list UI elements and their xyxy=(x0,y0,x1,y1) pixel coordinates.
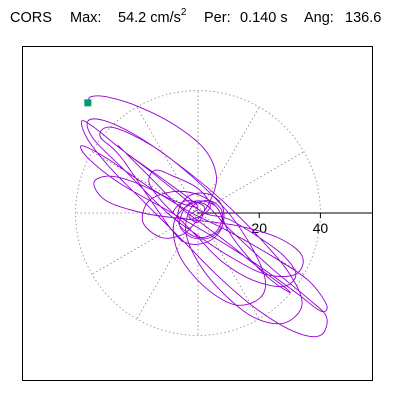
angle-label: Ang: xyxy=(304,10,334,26)
angle-value: 136.6 xyxy=(345,10,382,26)
polar-grid-spoke xyxy=(197,106,260,214)
chart-header: CORS Max: 54.2 cm/s2 Per: 0.140 s Ang: 1… xyxy=(0,7,400,34)
max-value: 54.2 cm/s2 xyxy=(118,7,187,27)
plot-frame xyxy=(22,46,373,381)
max-value-text: 54.2 cm/s xyxy=(118,10,181,26)
period-value: 0.140 s xyxy=(240,10,288,26)
marker-layer xyxy=(84,99,92,107)
max-label: Max: xyxy=(70,10,102,26)
station-code: CORS xyxy=(10,10,52,26)
period-label: Per: xyxy=(204,10,231,26)
polar-grid-spoke xyxy=(136,106,199,214)
start-marker xyxy=(84,99,92,107)
polar-grid-spoke xyxy=(197,151,305,214)
max-value-exponent: 2 xyxy=(180,7,187,18)
trace-layer xyxy=(80,95,328,338)
radial-tick-label: 40 xyxy=(313,220,329,236)
orbit-trace xyxy=(80,95,328,338)
